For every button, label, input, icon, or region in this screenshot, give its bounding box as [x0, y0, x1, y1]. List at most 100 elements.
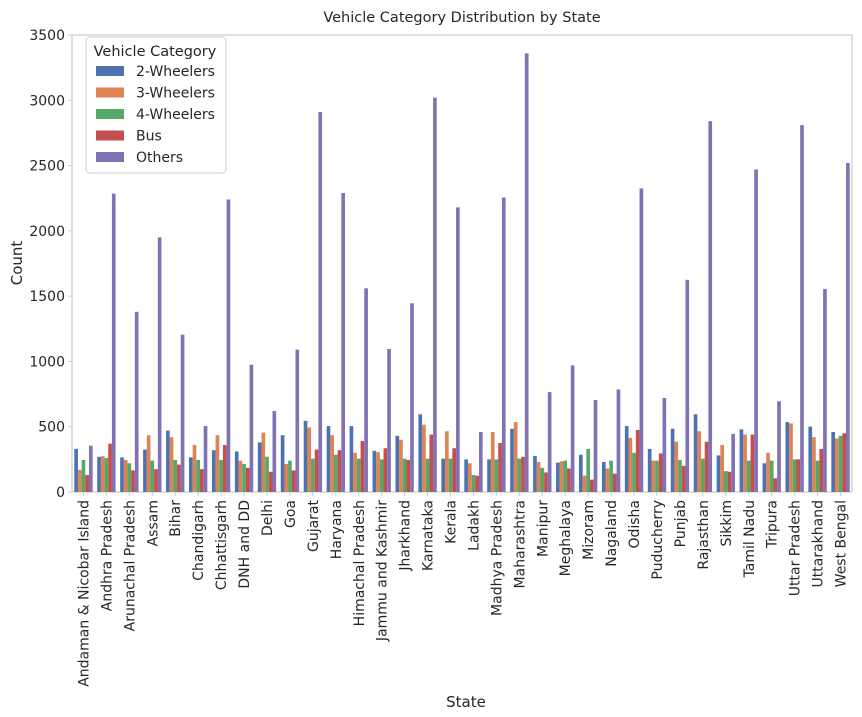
bar-3-wheelers-29 — [743, 434, 747, 492]
x-tick-label: Tamil Nadu — [742, 500, 758, 579]
bar-others-29 — [754, 169, 758, 493]
bars-layer — [74, 53, 850, 493]
bar-4-wheelers-29 — [746, 460, 751, 492]
bar-bus-22 — [590, 479, 594, 492]
bar-others-8 — [272, 411, 277, 492]
bar-4-wheelers-15 — [425, 458, 430, 492]
bar-4-wheelers-20 — [540, 467, 545, 492]
bar-others-13 — [387, 349, 391, 492]
bar-3-wheelers-33 — [835, 438, 839, 492]
bar-bus-6 — [222, 444, 227, 492]
bar-2-wheelers-18 — [487, 459, 491, 492]
bar-4-wheelers-19 — [517, 458, 522, 492]
bar-bus-25 — [658, 453, 663, 492]
bar-bus-5 — [200, 469, 204, 492]
bar-2-wheelers-27 — [693, 414, 698, 492]
bar-4-wheelers-18 — [494, 459, 499, 492]
bar-others-7 — [249, 364, 254, 492]
bar-bus-30 — [773, 478, 778, 492]
bar-others-3 — [157, 237, 162, 492]
bar-bus-14 — [406, 460, 411, 492]
bar-3-wheelers-28 — [720, 444, 724, 492]
bar-bus-17 — [475, 475, 479, 492]
bar-3-wheelers-32 — [812, 437, 816, 492]
bar-3-wheelers-20 — [536, 461, 541, 492]
bar-2-wheelers-11 — [326, 426, 331, 492]
bar-4-wheelers-1 — [104, 458, 109, 492]
x-tick-label: Andhra Pradesh — [99, 500, 115, 611]
bar-3-wheelers-16 — [445, 431, 449, 492]
bar-2-wheelers-0 — [74, 448, 78, 492]
bar-bus-31 — [796, 459, 801, 492]
bar-4-wheelers-6 — [219, 460, 223, 492]
x-tick-label: Rajasthan — [696, 500, 712, 570]
bar-3-wheelers-23 — [605, 468, 610, 492]
x-tick-label: Andaman & Nicobar Island — [76, 500, 92, 687]
bar-4-wheelers-28 — [723, 471, 728, 492]
x-tick-label: Himachal Pradesh — [352, 500, 368, 626]
bar-4-wheelers-11 — [333, 454, 338, 492]
bar-others-17 — [478, 431, 483, 492]
bar-3-wheelers-7 — [238, 460, 243, 492]
legend-title: Vehicle Category — [94, 44, 217, 60]
bar-bus-20 — [544, 472, 548, 492]
bar-4-wheelers-31 — [792, 459, 797, 492]
bar-2-wheelers-16 — [441, 458, 446, 492]
bar-2-wheelers-12 — [349, 426, 354, 492]
bar-2-wheelers-22 — [579, 454, 583, 492]
y-tick-label: 2500 — [29, 159, 65, 175]
x-tick-label: Meghalaya — [558, 500, 574, 576]
legend-label: 3-Wheelers — [136, 86, 215, 102]
chart-title: Vehicle Category Distribution by State — [323, 10, 600, 26]
bar-others-16 — [456, 207, 460, 492]
bar-2-wheelers-33 — [831, 431, 836, 492]
bar-others-15 — [433, 97, 437, 493]
bar-3-wheelers-4 — [169, 437, 174, 492]
bar-2-wheelers-15 — [418, 414, 423, 492]
legend-label: Others — [136, 150, 183, 166]
bar-3-wheelers-14 — [399, 439, 403, 492]
bar-others-32 — [823, 288, 827, 492]
x-tick-label: Bihar — [168, 500, 184, 537]
bar-bus-9 — [291, 470, 296, 492]
bar-others-31 — [800, 125, 804, 492]
bar-others-1 — [111, 193, 116, 492]
y-axis-label: Count — [8, 241, 26, 286]
bar-2-wheelers-28 — [716, 455, 721, 492]
x-tick-label: DNH and DD — [237, 500, 253, 589]
bar-3-wheelers-9 — [284, 463, 289, 492]
bar-3-wheelers-2 — [123, 460, 128, 492]
bar-bus-12 — [360, 441, 365, 492]
y-axis: 0 500 1000 1500 2000 2500 3000 3500 — [29, 28, 72, 501]
bar-2-wheelers-14 — [395, 435, 400, 492]
bar-4-wheelers-30 — [769, 460, 774, 492]
y-tick-label: 1500 — [29, 289, 65, 305]
bar-2-wheelers-32 — [808, 426, 813, 492]
bar-3-wheelers-12 — [353, 452, 357, 492]
bar-others-21 — [570, 365, 575, 492]
x-tick-label: Tripura — [765, 500, 781, 549]
bar-others-28 — [731, 433, 735, 492]
bar-2-wheelers-7 — [234, 451, 239, 492]
bar-2-wheelers-3 — [143, 449, 147, 492]
bar-bus-15 — [429, 434, 434, 492]
bar-3-wheelers-15 — [422, 424, 426, 492]
bar-others-23 — [616, 389, 621, 492]
bar-others-6 — [226, 199, 231, 492]
y-tick-label: 2000 — [29, 224, 65, 240]
bar-3-wheelers-10 — [307, 427, 312, 492]
bar-bus-7 — [245, 467, 250, 492]
bar-others-4 — [180, 334, 185, 492]
x-tick-label: Odisha — [627, 500, 643, 549]
bar-bus-19 — [521, 456, 525, 492]
bar-2-wheelers-21 — [556, 462, 560, 492]
bar-others-33 — [846, 162, 850, 492]
bar-bus-32 — [819, 448, 824, 492]
x-tick-label: Arunachal Pradesh — [122, 500, 138, 631]
bar-2-wheelers-1 — [97, 456, 101, 492]
bar-bus-3 — [154, 469, 158, 492]
bar-2-wheelers-8 — [257, 442, 262, 492]
bar-3-wheelers-30 — [766, 452, 770, 492]
bar-others-10 — [318, 112, 323, 492]
